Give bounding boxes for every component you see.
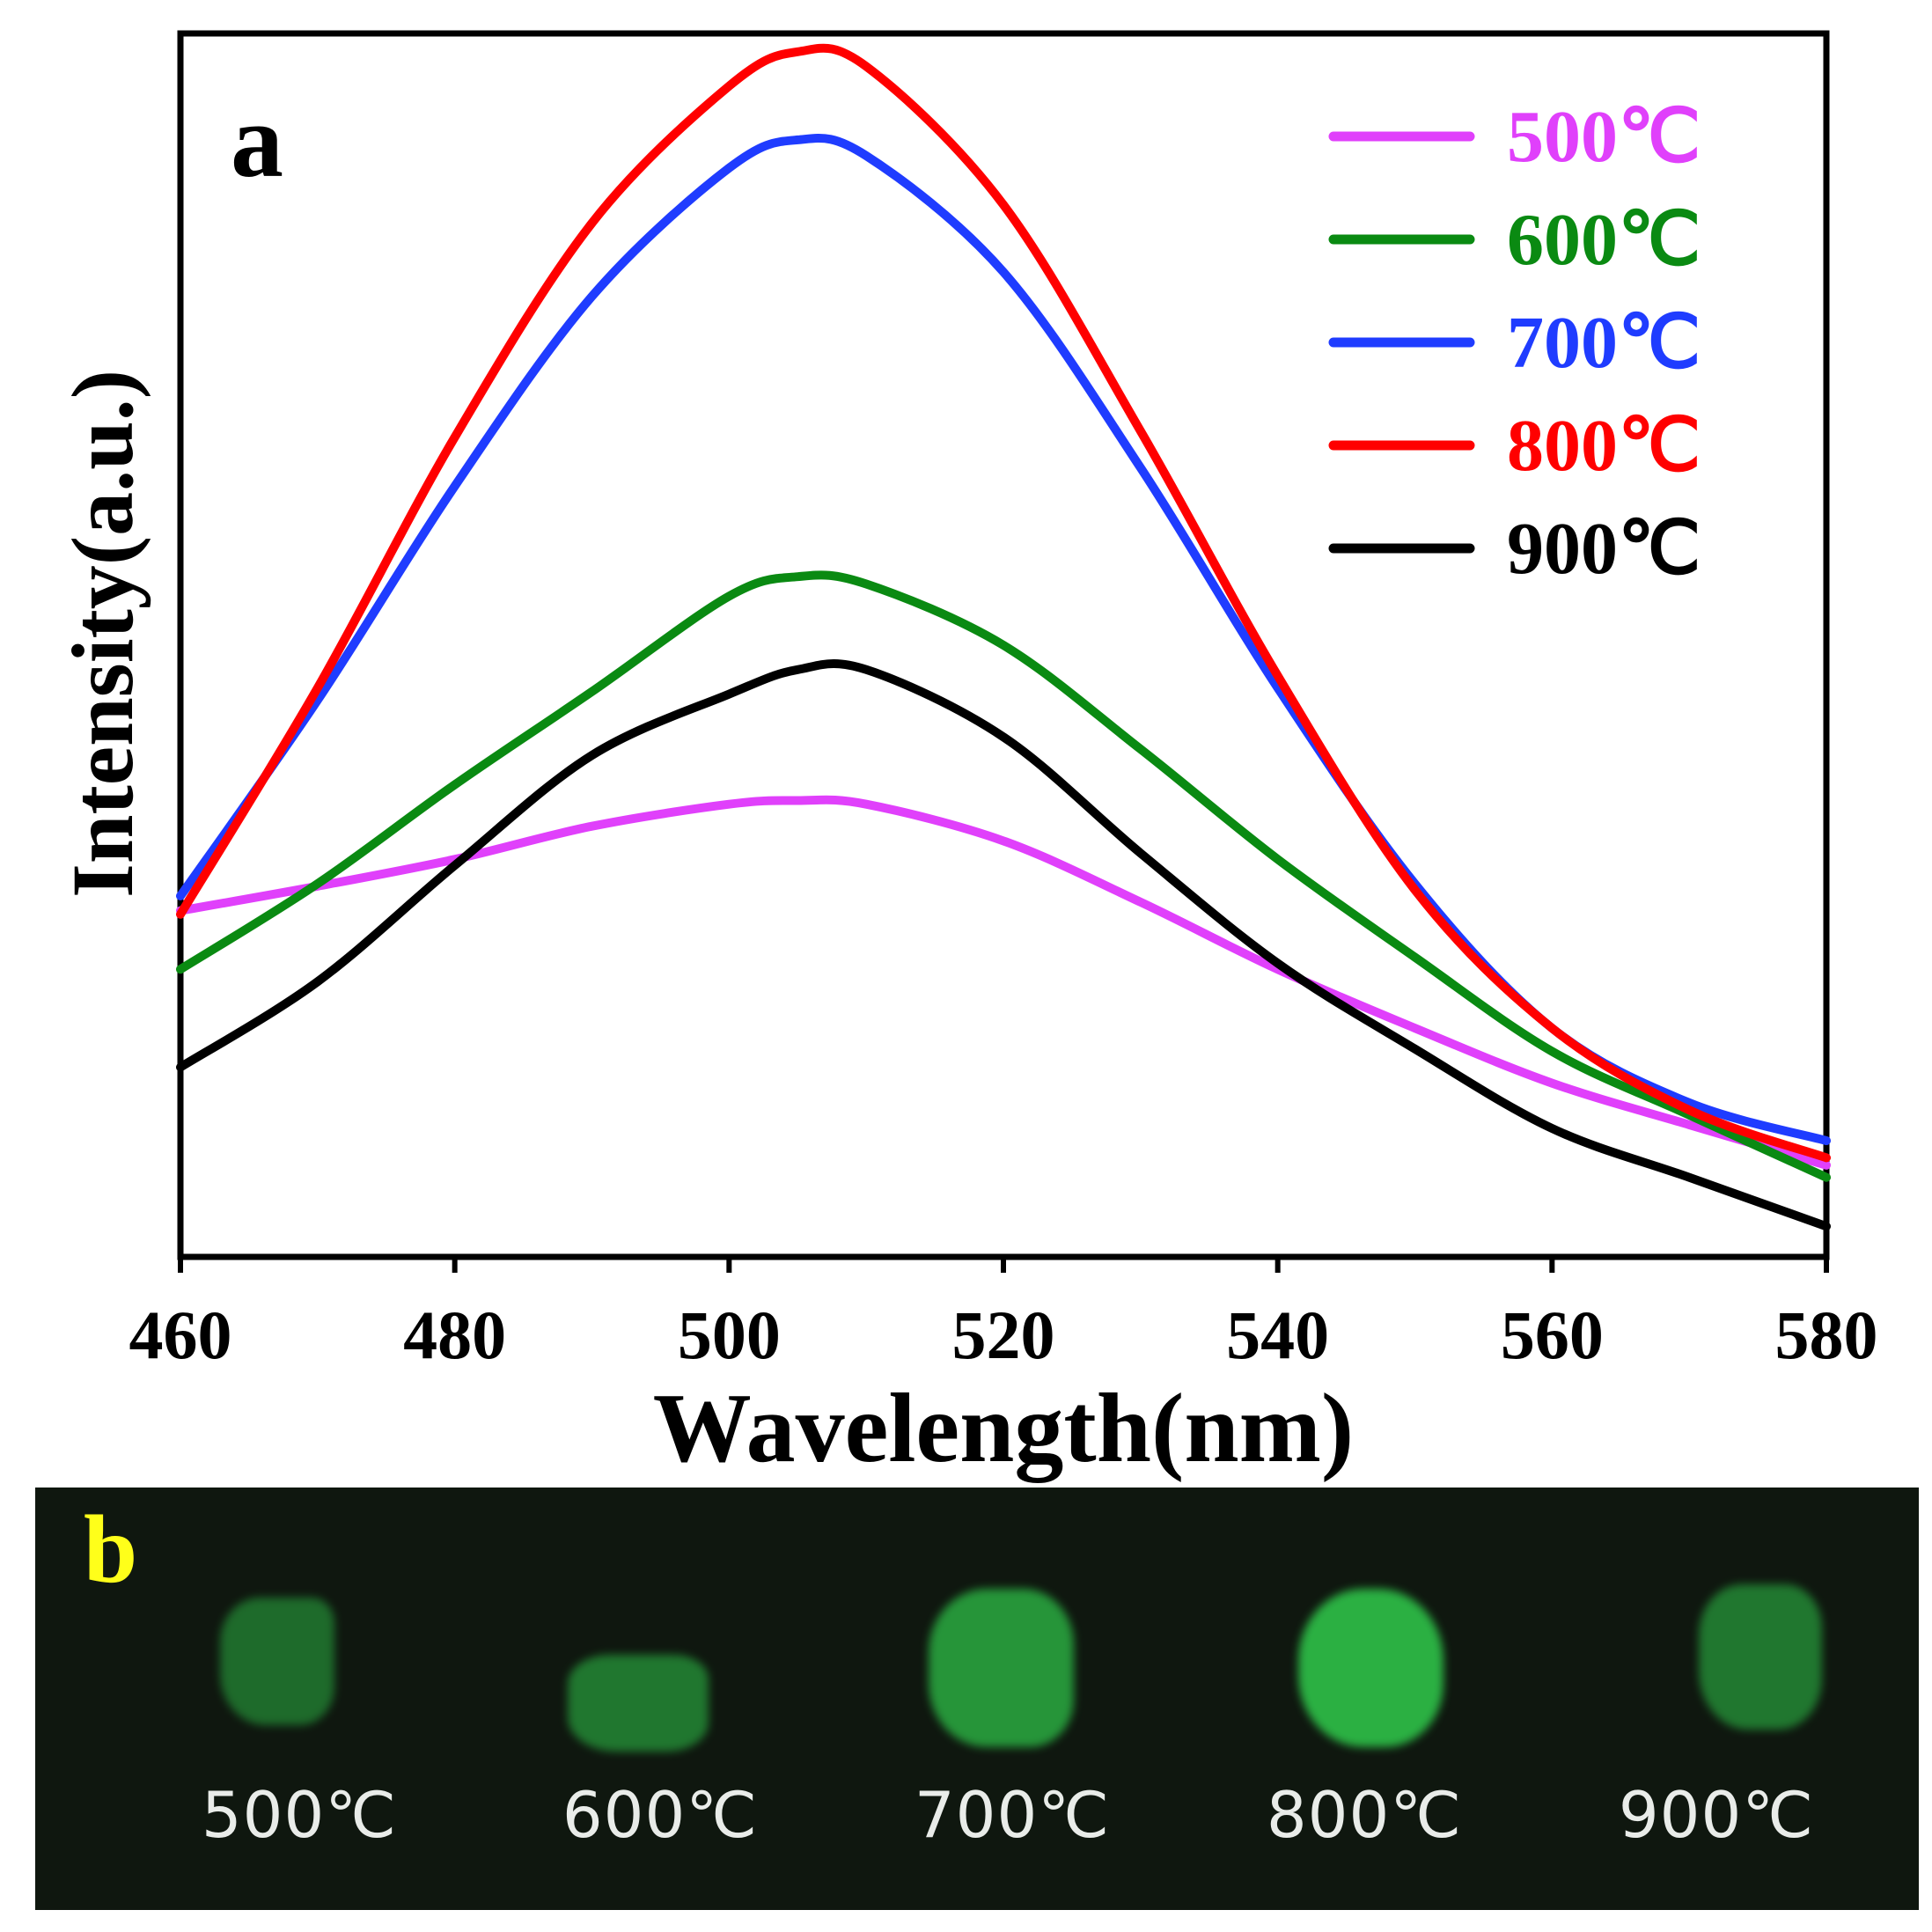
- sample-glow: [929, 1589, 1074, 1747]
- sample-label: 800℃: [1266, 1778, 1463, 1852]
- series-layer: [176, 43, 1831, 1231]
- sample-label: 600℃: [562, 1778, 759, 1852]
- sample-label: 500℃: [201, 1778, 398, 1852]
- x-tick-label: 500: [678, 1297, 781, 1373]
- sample-600: 600℃: [493, 1488, 827, 1910]
- x-tick-label: 560: [1501, 1297, 1604, 1373]
- panel-label-b: b: [84, 1495, 138, 1603]
- panel-label-a: a: [231, 82, 283, 199]
- legend: 500℃ 600℃ 700℃ 800℃ 900℃: [1328, 96, 1701, 590]
- x-axis-label: Wavelength(nm): [653, 1374, 1354, 1483]
- legend-label: 500℃: [1507, 96, 1701, 178]
- series-line-600: [176, 570, 1831, 1182]
- series-line-800: [176, 43, 1831, 1163]
- sample-900: 900℃: [1549, 1488, 1884, 1910]
- legend-label: 700℃: [1507, 302, 1701, 384]
- x-tick-label: 520: [952, 1297, 1055, 1373]
- x-axis-ticks: 460 480 500 520 540 560 580: [129, 1257, 1878, 1373]
- x-tick-label: 580: [1775, 1297, 1878, 1373]
- photo-panel: b 500℃ 600℃ 700℃ 800℃ 900℃: [35, 1488, 1919, 1910]
- x-tick-label: 480: [403, 1297, 506, 1373]
- sample-glow: [220, 1598, 334, 1725]
- sample-700: 700℃: [845, 1488, 1179, 1910]
- series-line-700: [176, 134, 1831, 1145]
- sample-label: 700℃: [914, 1778, 1111, 1852]
- sample-label: 900℃: [1618, 1778, 1815, 1852]
- series-line-500: [176, 795, 1831, 1170]
- emission-spectrum-chart: 460 480 500 520 540 560 580 500℃ 600℃ 700℃ 800℃ 90…: [54, 30, 1878, 1483]
- sample-500: 500℃: [132, 1488, 466, 1910]
- sample-glow: [1699, 1584, 1822, 1730]
- x-tick-label: 460: [129, 1297, 232, 1373]
- sample-glow: [568, 1655, 709, 1752]
- y-axis-label: Intensity(a.u.): [54, 370, 151, 898]
- legend-label: 900℃: [1507, 508, 1701, 590]
- legend-label: 600℃: [1507, 199, 1701, 281]
- sample-glow: [1298, 1589, 1443, 1747]
- x-tick-label: 540: [1226, 1297, 1329, 1373]
- sample-800: 800℃: [1197, 1488, 1532, 1910]
- series-line-900: [176, 658, 1831, 1231]
- legend-label: 800℃: [1507, 405, 1701, 487]
